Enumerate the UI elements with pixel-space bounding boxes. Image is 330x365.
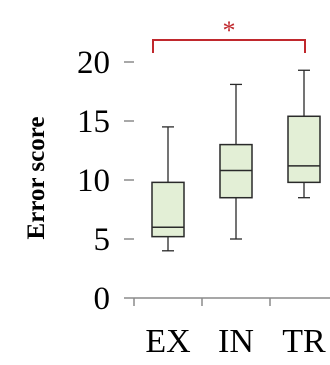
iqr-box <box>151 181 185 238</box>
boxes <box>151 69 321 252</box>
y-axis-ticks: 0 5 10 15 20 <box>77 45 134 317</box>
y-axis-title: Error score <box>23 117 50 240</box>
y-tick-label: 10 <box>77 163 110 199</box>
category-label: TR <box>282 323 326 360</box>
x-axis-tick-marks <box>133 298 271 306</box>
y-tick-label: 0 <box>94 281 111 317</box>
y-tick-label: 15 <box>77 104 110 140</box>
x-axis-category-labels: EX IN TR <box>145 323 326 360</box>
category-label: EX <box>145 323 190 360</box>
category-label: IN <box>218 323 254 360</box>
bracket-line <box>152 39 306 53</box>
box-tr <box>287 69 321 199</box>
y-tick-label: 20 <box>77 45 110 81</box>
iqr-box <box>287 115 321 184</box>
box-ex <box>151 126 185 252</box>
box-in <box>219 83 253 240</box>
significance-star: * <box>223 16 236 45</box>
y-tick-label: 5 <box>94 222 111 258</box>
significance-bracket: * <box>152 16 306 53</box>
